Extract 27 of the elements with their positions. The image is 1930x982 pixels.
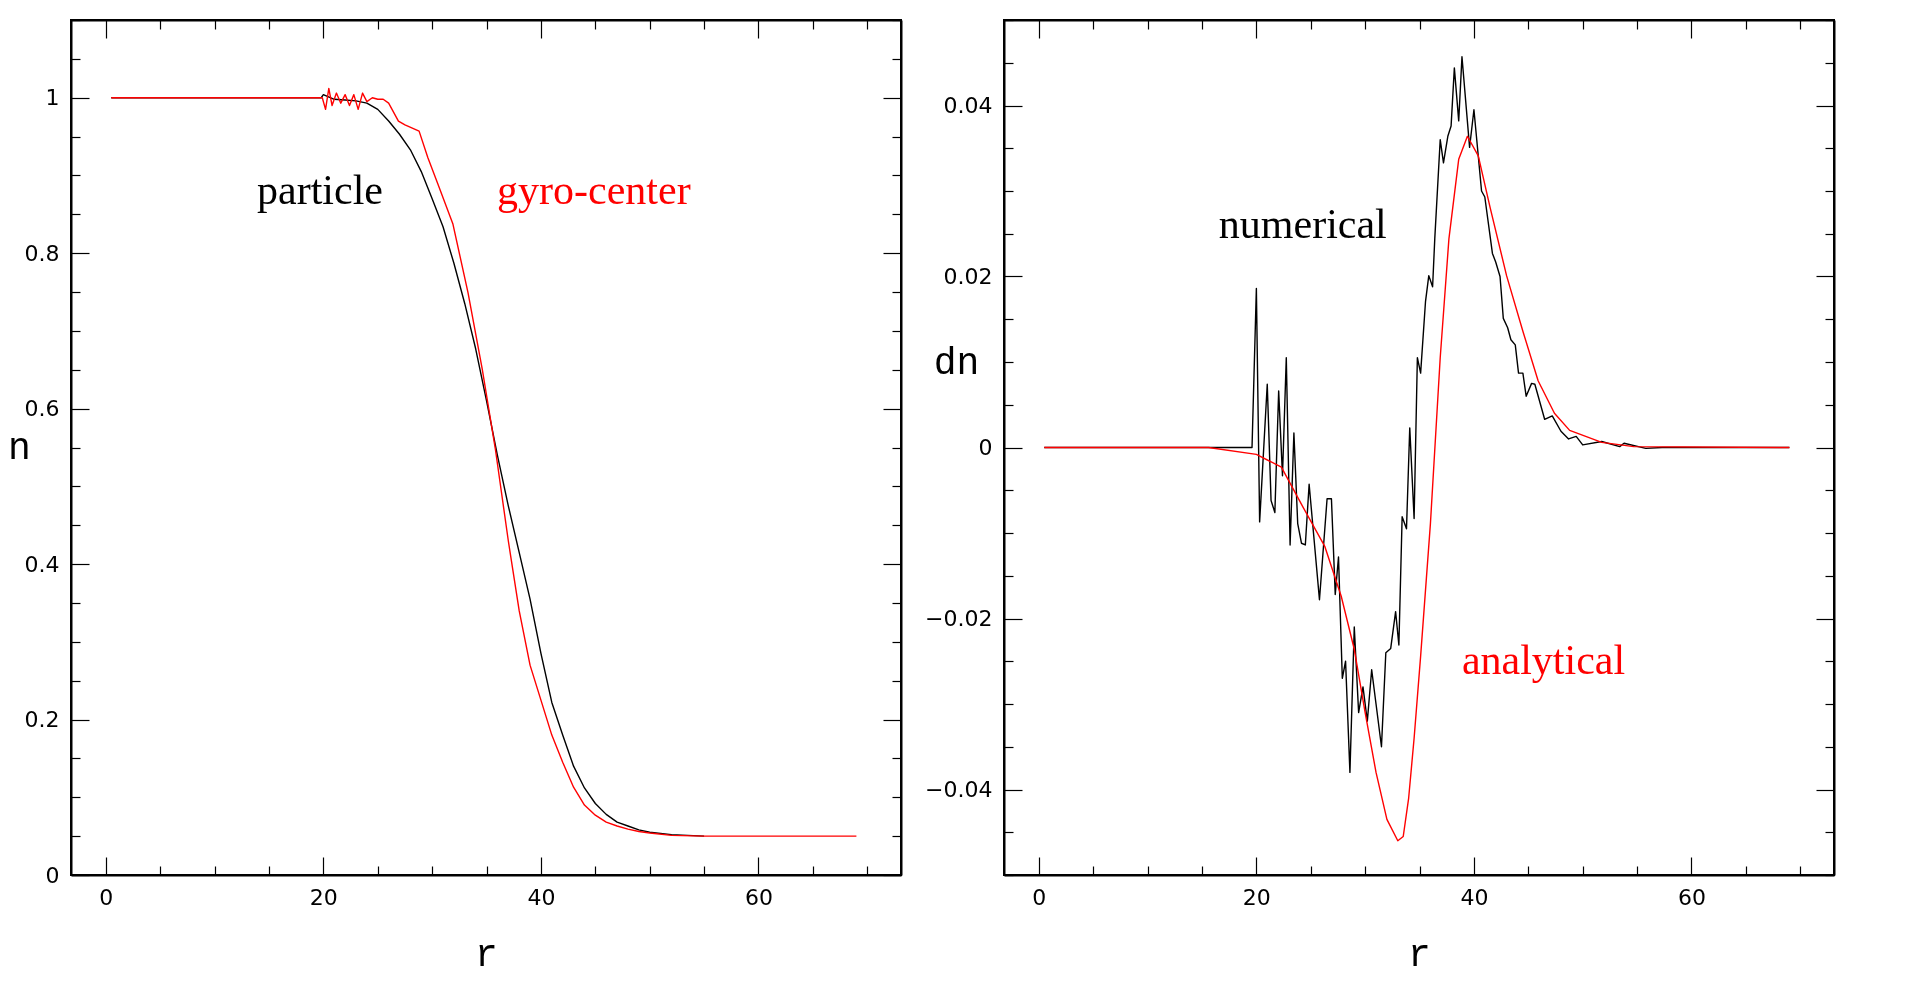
x-tick-label: 40 <box>527 884 556 910</box>
x-tick-label: 20 <box>1242 884 1271 910</box>
y-tick-label: −0.04 <box>925 777 993 802</box>
y-tick-label: 0.02 <box>943 264 993 289</box>
series-label: particle <box>257 167 383 213</box>
x-tick-label: 0 <box>1032 884 1047 910</box>
x-tick-label: 60 <box>745 884 773 910</box>
y-tick-label: 0 <box>978 435 993 460</box>
y-tick-label: 1 <box>45 85 60 111</box>
y-tick-label: 0 <box>45 862 60 888</box>
x-axis-title: r <box>475 933 498 977</box>
series-label: analytical <box>1461 637 1626 684</box>
y-tick-label: 0.04 <box>943 93 993 118</box>
series-label: gyro-center <box>497 167 691 213</box>
y-tick-label: 0.4 <box>24 551 60 577</box>
x-tick-label: 60 <box>1678 884 1706 910</box>
x-tick-label: 20 <box>309 884 338 910</box>
y-tick-label: −0.02 <box>925 606 993 631</box>
y-tick-label: 0.6 <box>24 396 60 422</box>
y-tick-label: 0.8 <box>24 240 60 266</box>
y-axis-title: dn <box>933 341 980 385</box>
series-label: numerical <box>1218 201 1387 248</box>
y-tick-label: 0.2 <box>24 707 60 733</box>
x-tick-label: 40 <box>1460 884 1489 910</box>
x-axis-title: r <box>1408 933 1431 977</box>
x-tick-label: 0 <box>99 884 114 910</box>
y-axis-title: n <box>8 427 31 470</box>
